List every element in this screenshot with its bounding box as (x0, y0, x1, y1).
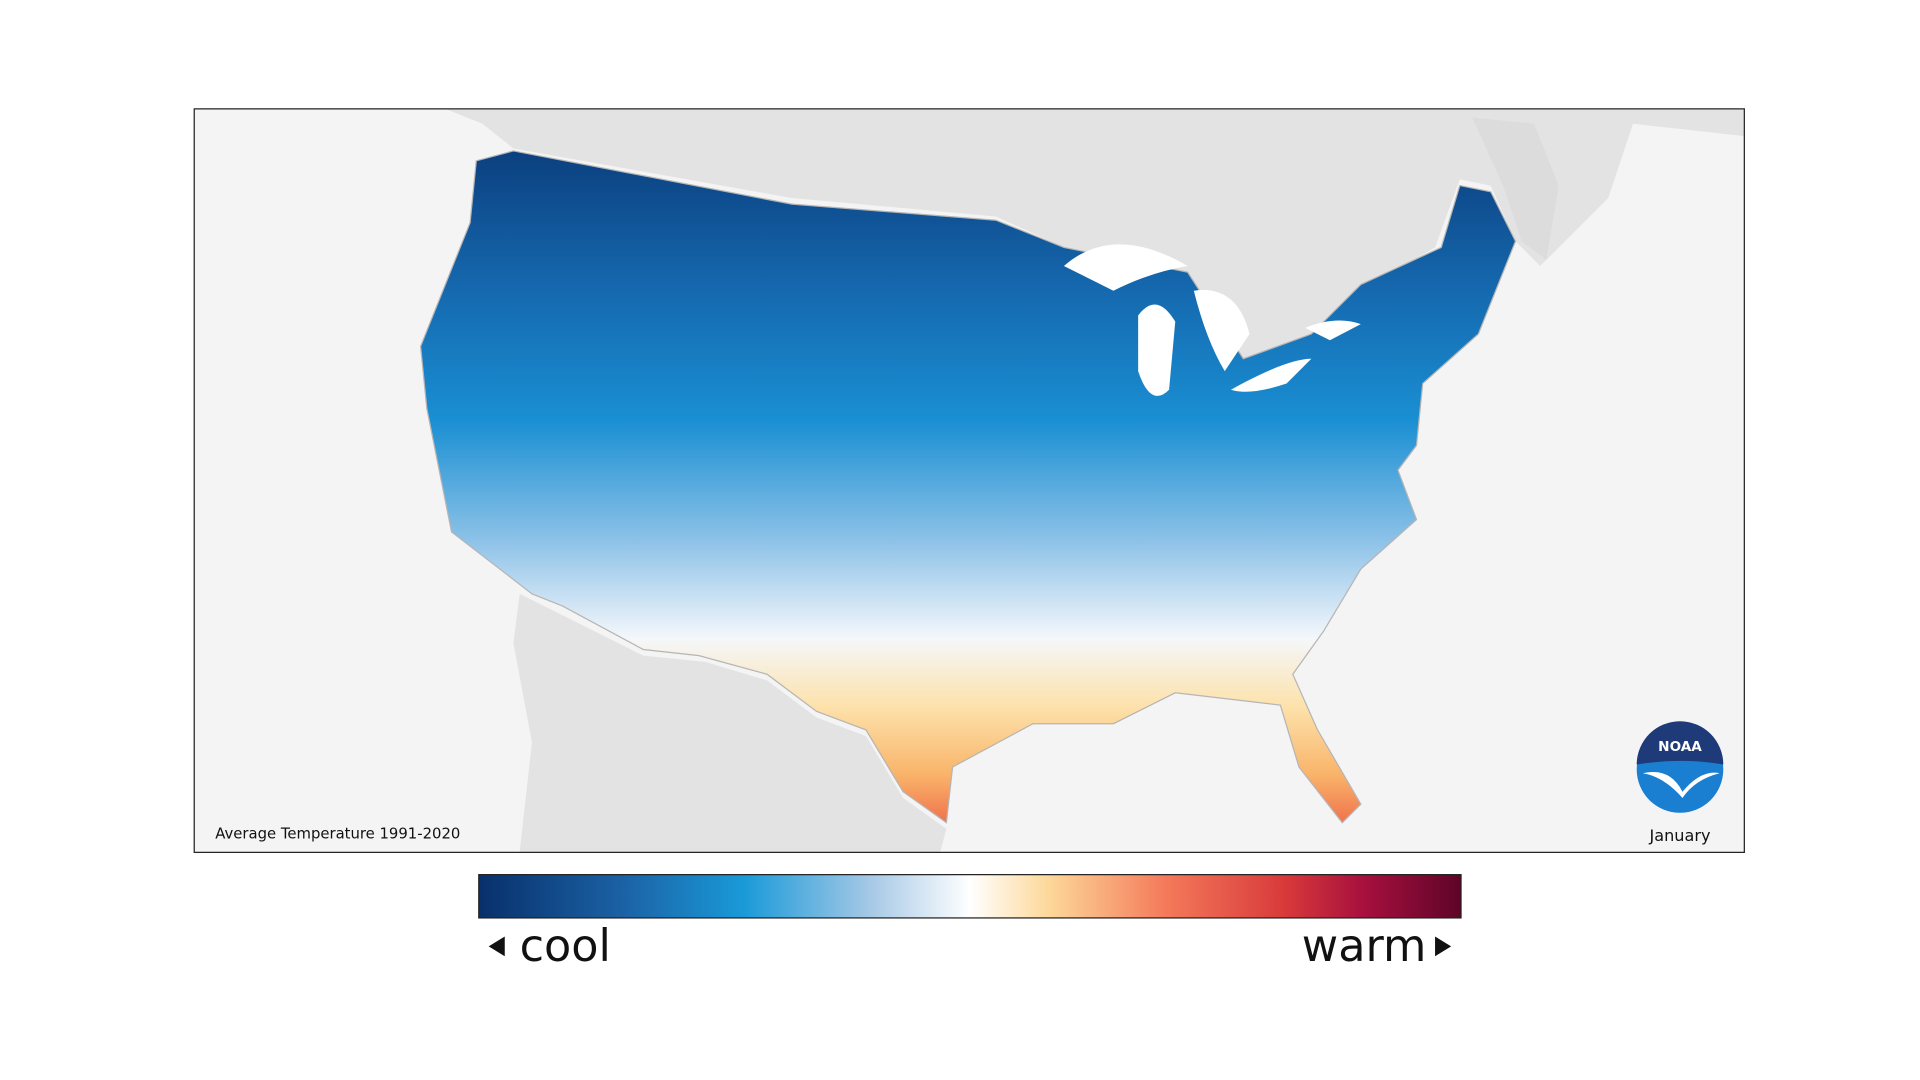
lake-huron (1193, 290, 1250, 372)
logo-top (1636, 721, 1724, 765)
contiguous-us (419, 150, 1517, 824)
arrow-left (488, 936, 505, 957)
logo-gull (1642, 771, 1720, 798)
map-caption: Average Temperature 1991-2020 (215, 826, 460, 843)
map-area (194, 108, 1745, 853)
lake-superior (1063, 244, 1188, 291)
lake-erie (1230, 358, 1312, 392)
legend-low: cool (520, 920, 611, 972)
legend-high: warm (1302, 920, 1427, 972)
arrow-right (1435, 936, 1452, 957)
logo-text: NOAA (1658, 739, 1702, 755)
mexico (513, 593, 947, 853)
lake-ontario (1305, 320, 1361, 341)
lake-michigan (1138, 304, 1176, 396)
month-label: January (1649, 826, 1711, 845)
canada-maritimes (1472, 117, 1559, 260)
canada (445, 108, 1745, 384)
map-frame (193, 108, 1745, 853)
noaa-logo: NOAA (1636, 721, 1724, 813)
color-scale (478, 874, 1462, 919)
